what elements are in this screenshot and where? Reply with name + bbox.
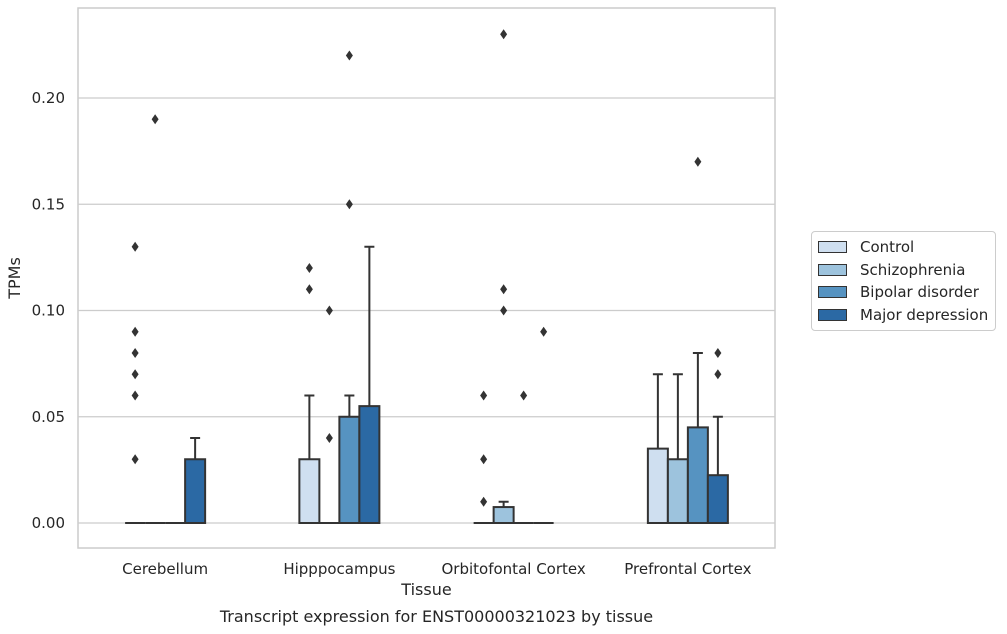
outlier-point bbox=[151, 114, 159, 125]
outlier-point bbox=[480, 454, 488, 465]
x-tick-label: Prefrontal Cortex bbox=[624, 560, 751, 578]
legend-item: Control bbox=[812, 236, 995, 259]
y-axis-label: TPMs bbox=[5, 257, 24, 300]
x-tick-label: Cerebellum bbox=[122, 560, 208, 578]
outlier-point bbox=[305, 263, 313, 273]
legend-swatch bbox=[818, 263, 847, 276]
bar bbox=[338, 415, 361, 524]
y-tick-labels: 0.00 0.05 0.10 0.15 0.20 bbox=[32, 89, 65, 532]
outlier-point bbox=[131, 241, 139, 252]
x-tick-label: Hipppocampus bbox=[283, 560, 395, 578]
legend-swatch bbox=[818, 241, 847, 254]
outlier-point bbox=[131, 390, 139, 401]
plot-frame bbox=[77, 7, 776, 549]
legend-swatch bbox=[818, 308, 847, 321]
outlier-point bbox=[131, 326, 139, 337]
legend-item: Bipolar disorder bbox=[812, 281, 995, 304]
y-tick-label: 0.00 bbox=[32, 514, 65, 532]
x-tick-label: Orbitofontal Cortex bbox=[442, 560, 586, 578]
legend-label: Schizophrenia bbox=[860, 260, 966, 279]
bar bbox=[358, 405, 381, 524]
outlier-point bbox=[305, 284, 313, 295]
outlier-point bbox=[131, 348, 139, 358]
outlier-point bbox=[714, 369, 722, 380]
bars bbox=[125, 245, 729, 524]
outlier-point bbox=[480, 390, 488, 401]
outlier-point bbox=[131, 369, 139, 380]
bar bbox=[184, 458, 207, 524]
legend: Control Schizophrenia Bipolar disorder Majo… bbox=[811, 231, 996, 331]
y-tick-label: 0.10 bbox=[32, 302, 65, 320]
bar bbox=[686, 426, 709, 524]
outlier-point bbox=[131, 454, 139, 465]
legend-label: Major depression bbox=[860, 305, 989, 324]
chart-title: Transcript expression for ENST0000032102… bbox=[219, 607, 653, 626]
legend-item: Major depression bbox=[812, 304, 995, 327]
bar bbox=[492, 506, 515, 524]
outlier-point bbox=[325, 305, 333, 316]
outlier-point bbox=[500, 29, 508, 40]
y-tick-label: 0.15 bbox=[32, 195, 65, 213]
y-tick-label: 0.20 bbox=[32, 89, 65, 107]
bar bbox=[298, 458, 321, 524]
outlier-point bbox=[345, 199, 353, 210]
y-tick-label: 0.05 bbox=[32, 408, 65, 426]
outlier-point bbox=[325, 433, 333, 443]
outlier-points bbox=[131, 29, 722, 507]
outlier-point bbox=[500, 305, 508, 316]
outlier-point bbox=[345, 50, 353, 61]
outlier-point bbox=[714, 348, 722, 358]
x-axis-label: Tissue bbox=[400, 580, 451, 599]
bar bbox=[646, 447, 669, 524]
outlier-point bbox=[480, 496, 488, 507]
legend-item: Schizophrenia bbox=[812, 259, 995, 282]
outlier-point bbox=[540, 326, 548, 337]
outlier-point bbox=[520, 390, 528, 401]
legend-label: Bipolar disorder bbox=[860, 283, 979, 302]
bar bbox=[706, 474, 729, 524]
outlier-point bbox=[500, 284, 508, 295]
outlier-point bbox=[694, 156, 702, 167]
legend-swatch bbox=[818, 286, 847, 299]
legend-label: Control bbox=[860, 238, 915, 257]
bar bbox=[666, 458, 689, 524]
x-tick-labels: Cerebellum Hipppocampus Orbitofontal Corte… bbox=[122, 560, 751, 578]
